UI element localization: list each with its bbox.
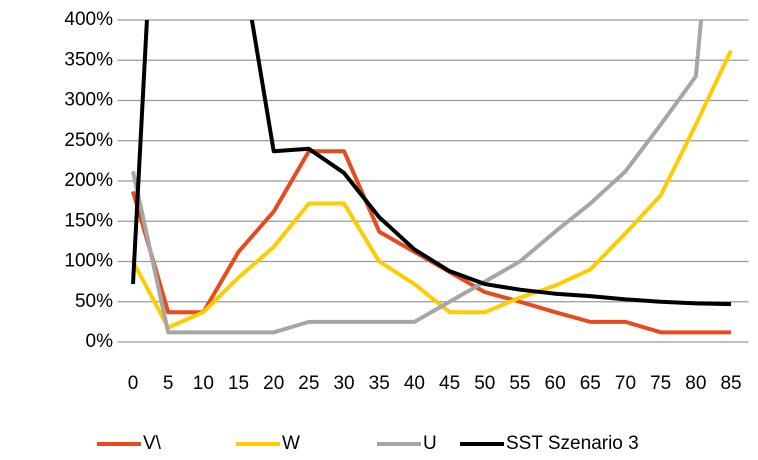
legend-label: SST Szenario 3 [506,433,639,454]
plot-area [130,20,733,335]
legend-label: W [282,433,300,454]
y-tick-label: 300% [64,90,113,111]
x-tick-label: 25 [298,373,319,394]
x-tick-label: 65 [580,373,601,394]
series-line [131,49,733,330]
x-tick-label: 80 [685,373,706,394]
series-line [131,149,732,335]
y-tick-label: 50% [75,291,113,312]
grid [117,19,749,343]
series-line [130,20,732,307]
x-tick-label: 10 [193,373,214,394]
x-tick-label: 5 [163,373,174,394]
labels: 0% 50% 100% 150% 200% 250% 300% 350% 400% 0 5 10 15 2… [64,9,741,454]
x-tick-label: 35 [369,373,390,394]
legend-label: U [423,433,437,454]
x-tick-label: 75 [650,373,671,394]
x-tick-label: 15 [228,373,249,394]
x-tick-label: 55 [509,373,530,394]
x-tick-label: 40 [404,373,425,394]
x-tick-label: 85 [720,373,741,394]
y-tick-label: 200% [64,170,113,191]
y-tick-label: 350% [64,49,113,70]
y-tick-label: 400% [64,9,113,30]
legend-label: V\ [143,433,162,454]
x-tick-label: 0 [128,373,139,394]
y-tick-label: 250% [64,130,113,151]
x-tick-label: 20 [263,373,284,394]
y-tick-label: 100% [64,251,113,272]
y-tick-label: 0% [86,331,114,352]
x-tick-label: 30 [333,373,354,394]
series-line [131,20,704,335]
x-tick-label: 50 [474,373,495,394]
y-tick-label: 150% [64,210,113,231]
x-tick-label: 60 [545,373,566,394]
x-tick-label: 45 [439,373,460,394]
x-tick-label: 70 [615,373,636,394]
